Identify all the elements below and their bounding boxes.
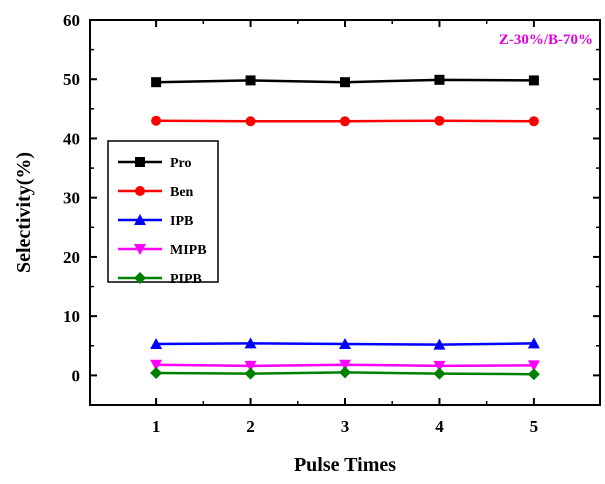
data-point-mipb [527,360,540,372]
x-tick-label: 2 [246,417,255,436]
legend-marker-mipb [134,244,146,255]
data-point-mipb [150,359,163,371]
y-tick-label: 30 [63,189,80,208]
data-point-ben [528,116,539,127]
y-tick-label: 20 [63,248,80,267]
data-point-pro [528,75,539,86]
legend-label-mipb: MIPB [170,243,207,258]
legend-label-ben: Ben [170,185,194,200]
legend-label-pro: Pro [170,156,192,171]
data-point-ipb [339,337,351,349]
legend-label-pipb: PIPB [170,272,202,287]
series-pipb [150,366,540,381]
legend-item-ipb: IPB [118,214,193,229]
data-point-pipb [244,367,257,380]
y-tick-label: 60 [63,11,80,30]
chart-axes: 0 10 20 30 40 50 60 1 2 3 4 5 [63,11,601,436]
series-ipb [150,337,540,350]
series-mipb [150,359,540,372]
y-tick-label: 0 [72,366,81,385]
data-point-mipb [244,360,257,372]
series-layer [150,74,540,381]
legend-item-mipb: MIPB [118,243,207,258]
legend: Pro Ben IPB MIPB PIPB [107,140,219,287]
y-axis-title: Selectivity(%) [13,152,35,273]
x-tick-label: 4 [435,417,444,436]
data-point-pipb [433,367,446,380]
data-point-mipb [339,359,351,371]
y-tick-label: 50 [63,70,80,89]
x-tick-label: 5 [530,417,539,436]
legend-item-pipb: PIPB [118,272,202,287]
data-point-pro [340,77,350,88]
y-tick-label: 40 [63,129,80,148]
legend-item-ben: Ben [118,185,194,200]
legend-marker-ipb [134,214,146,225]
legend-marker-pipb [134,272,146,284]
data-point-mipb [433,360,446,372]
series-pro [151,74,539,88]
y-tick-label: 10 [63,307,80,326]
legend-item-pro: Pro [118,156,192,171]
data-point-ipb [244,337,257,349]
legend-box [107,140,219,283]
legend-marker-pro [135,157,145,167]
data-point-ben [245,116,256,127]
data-point-pipb [527,368,540,381]
data-point-pipb [150,367,163,380]
x-tick-label: 1 [152,417,161,436]
data-point-ipb [433,338,446,350]
legend-label-ipb: IPB [170,214,193,229]
data-point-ipb [527,337,540,349]
chart-annotation: Z-30%/B-70% [499,32,593,48]
data-point-pro [245,75,256,86]
data-point-ben [151,115,162,126]
series-ben [151,115,539,127]
data-point-ben [434,115,445,126]
data-point-pipb [339,366,351,379]
data-point-ipb [150,337,163,349]
data-point-pro [434,74,445,85]
x-tick-label: 3 [341,417,350,436]
data-point-ben [340,116,350,127]
data-point-pro [151,77,162,88]
legend-marker-ben [135,186,145,196]
x-axis-title: Pulse Times [294,454,396,476]
